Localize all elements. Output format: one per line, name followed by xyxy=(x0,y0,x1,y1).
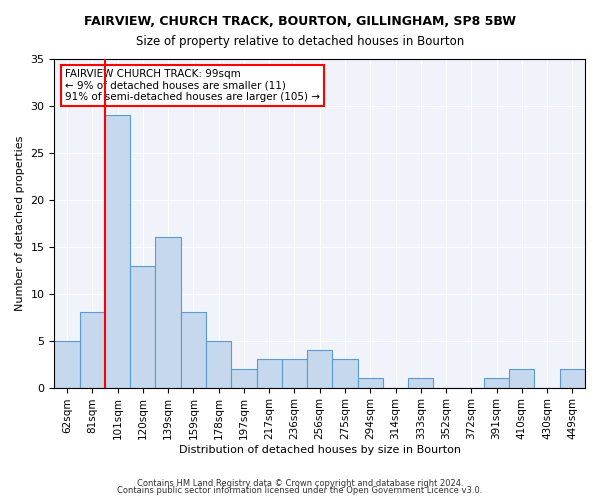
Bar xyxy=(282,360,307,388)
Text: FAIRVIEW CHURCH TRACK: 99sqm
← 9% of detached houses are smaller (11)
91% of sem: FAIRVIEW CHURCH TRACK: 99sqm ← 9% of det… xyxy=(65,69,320,102)
Bar xyxy=(358,378,383,388)
Y-axis label: Number of detached properties: Number of detached properties xyxy=(15,136,25,311)
Text: FAIRVIEW, CHURCH TRACK, BOURTON, GILLINGHAM, SP8 5BW: FAIRVIEW, CHURCH TRACK, BOURTON, GILLING… xyxy=(84,15,516,28)
Bar xyxy=(332,360,358,388)
Bar xyxy=(257,360,282,388)
Bar xyxy=(206,340,231,388)
Bar xyxy=(509,369,535,388)
Text: Size of property relative to detached houses in Bourton: Size of property relative to detached ho… xyxy=(136,35,464,48)
Bar xyxy=(55,340,80,388)
Text: Contains HM Land Registry data © Crown copyright and database right 2024.: Contains HM Land Registry data © Crown c… xyxy=(137,478,463,488)
Bar xyxy=(80,312,105,388)
Bar xyxy=(307,350,332,388)
X-axis label: Distribution of detached houses by size in Bourton: Distribution of detached houses by size … xyxy=(179,445,461,455)
Bar xyxy=(181,312,206,388)
Bar xyxy=(130,266,155,388)
Bar xyxy=(408,378,433,388)
Bar xyxy=(231,369,257,388)
Text: Contains public sector information licensed under the Open Government Licence v3: Contains public sector information licen… xyxy=(118,486,482,495)
Bar xyxy=(155,238,181,388)
Bar xyxy=(484,378,509,388)
Bar xyxy=(560,369,585,388)
Bar xyxy=(105,116,130,388)
